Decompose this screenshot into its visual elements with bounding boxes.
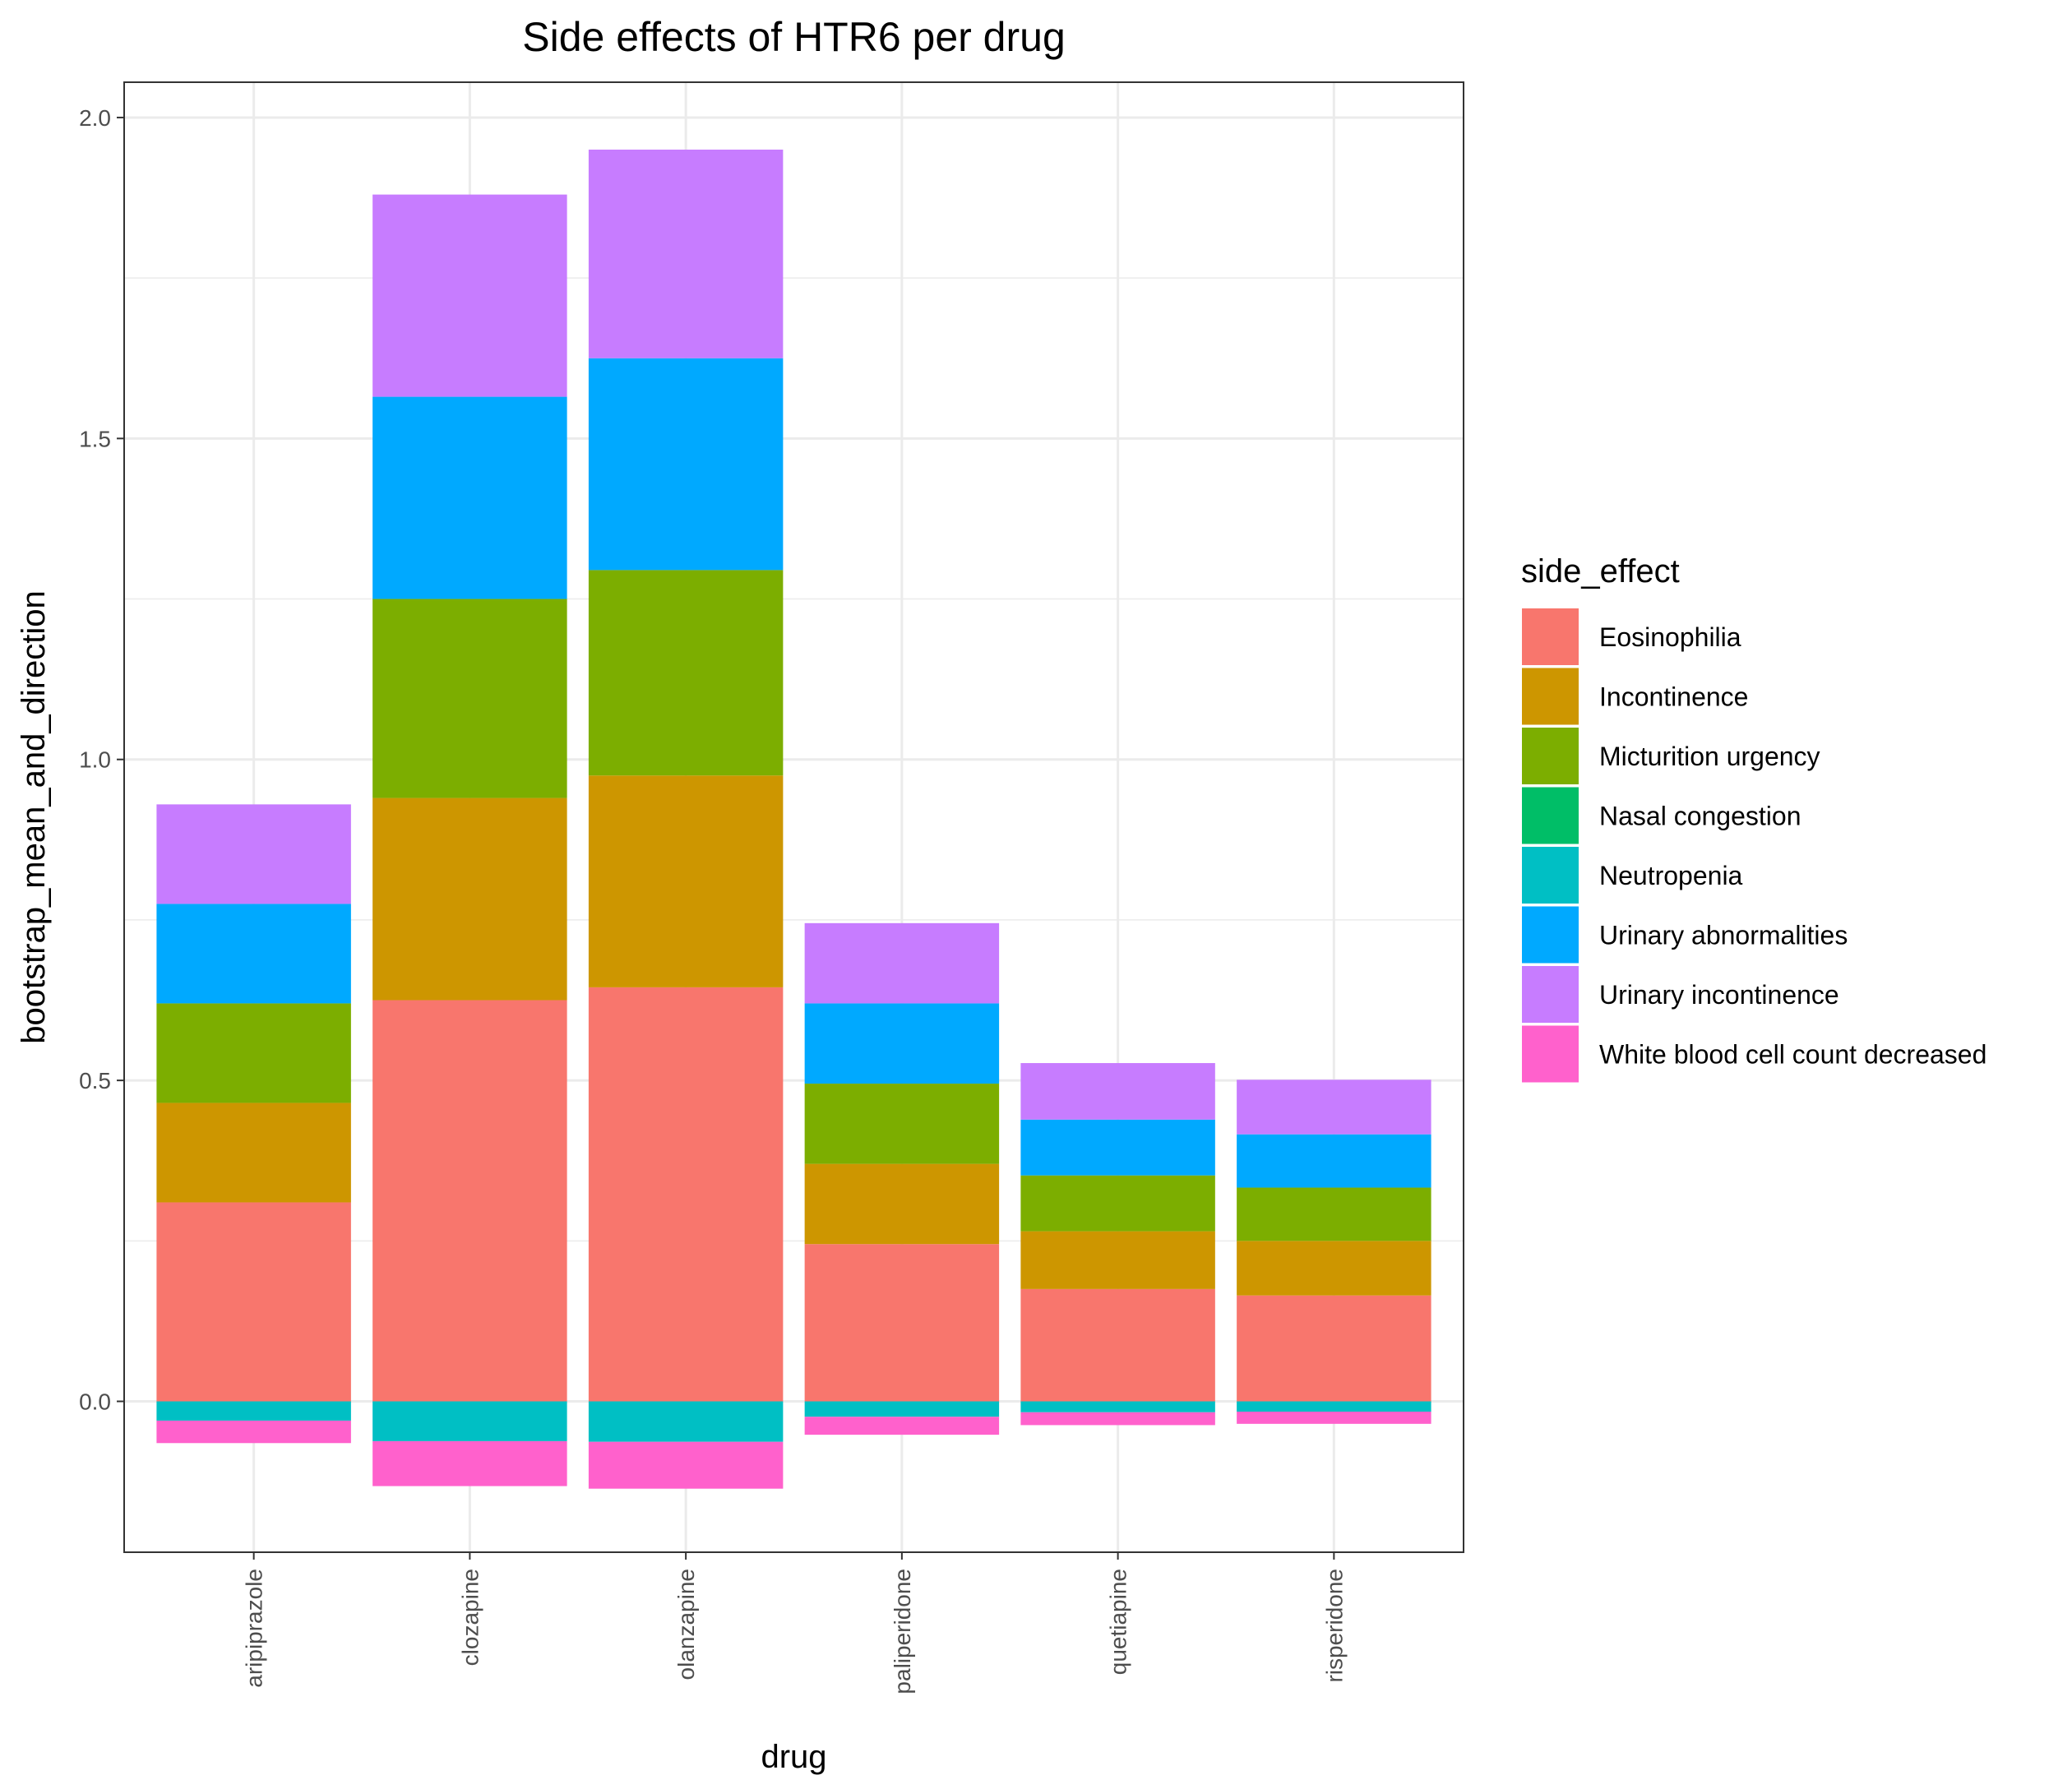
legend-key — [1522, 787, 1579, 844]
legend-key — [1522, 847, 1579, 904]
legend-label: Nasal congestion — [1599, 802, 1801, 831]
bar-segment — [588, 987, 784, 1402]
legend-label: Neutropenia — [1599, 861, 1743, 890]
legend-key — [1522, 1025, 1579, 1083]
axes: 0.0 0.5 1.0 1.5 2.0 aripiprazole clozapine olan… — [79, 105, 1347, 1694]
x-axis-title: drug — [761, 1739, 826, 1775]
bar-segment — [804, 922, 1000, 1004]
bar-segment — [1237, 1241, 1431, 1296]
legend: side_effect Eosinophilia Incontinence Mict… — [1521, 553, 1986, 1083]
bar-segment — [804, 1163, 1000, 1245]
bar-segment — [1020, 1412, 1215, 1426]
bar-segment — [1237, 1187, 1431, 1241]
legend-label: Micturition urgency — [1599, 742, 1820, 771]
bar-segment — [804, 1417, 1000, 1435]
bar-segment — [156, 1420, 351, 1444]
bar-segment — [1020, 1288, 1215, 1402]
bar-segment — [1020, 1231, 1215, 1289]
x-tick-label: quetiapine — [1106, 1569, 1131, 1675]
bar-segment — [804, 1003, 1000, 1084]
bar-segment — [156, 1401, 351, 1421]
legend-key — [1522, 966, 1579, 1023]
y-tick-label: 0.5 — [79, 1068, 111, 1093]
legend-label: Urinary abnormalities — [1599, 921, 1848, 950]
bar-segment — [1020, 1119, 1215, 1176]
bar-segment — [372, 396, 567, 599]
legend-label: White blood cell count decreased — [1599, 1040, 1986, 1070]
legend-key — [1522, 608, 1579, 665]
y-axis-title: bootstrap_mean_and_direction — [16, 590, 52, 1044]
x-tick-label: paliperidone — [890, 1569, 915, 1694]
x-tick-label: olanzapine — [673, 1569, 699, 1680]
bar-segment — [588, 1401, 784, 1442]
bar-segment — [156, 1003, 351, 1103]
bar-segment — [156, 904, 351, 1004]
y-tick-label: 2.0 — [79, 105, 111, 131]
bar-segment — [588, 358, 784, 571]
bar-segment — [588, 1441, 784, 1489]
bar-segment — [156, 1103, 351, 1203]
bar-segment — [372, 797, 567, 1001]
legend-label: Incontinence — [1599, 682, 1748, 712]
bar-segment — [372, 1440, 567, 1486]
legend-key — [1522, 728, 1579, 784]
bar-segment — [1237, 1412, 1431, 1424]
chart-title: Side effects of HTR6 per drug — [522, 14, 1066, 60]
bar-segment — [372, 194, 567, 397]
legend-title: side_effect — [1521, 553, 1680, 589]
bar-segment — [804, 1084, 1000, 1164]
bar-segment — [372, 599, 567, 798]
y-tick-label: 0.0 — [79, 1389, 111, 1415]
bar-segment — [588, 570, 784, 776]
bar-segment — [1237, 1134, 1431, 1188]
y-tick-label: 1.0 — [79, 747, 111, 773]
bar-segment — [804, 1244, 1000, 1402]
x-tick-label: risperidone — [1321, 1569, 1347, 1683]
bar-segment — [1237, 1079, 1431, 1135]
legend-key — [1522, 668, 1579, 725]
bar-segment — [1020, 1401, 1215, 1412]
x-tick-label: aripiprazole — [242, 1569, 267, 1688]
legend-label: Eosinophilia — [1599, 622, 1741, 652]
bar-segment — [156, 804, 351, 904]
bar-segment — [372, 1401, 567, 1441]
bar-segment — [1020, 1063, 1215, 1120]
x-tick-label: clozapine — [457, 1569, 483, 1666]
bar-segment — [804, 1401, 1000, 1417]
bar-segment — [372, 1000, 567, 1402]
legend-label: Urinary incontinence — [1599, 980, 1839, 1010]
legend-key — [1522, 906, 1579, 964]
bar-segment — [156, 1202, 351, 1402]
panel-border — [123, 81, 1464, 1553]
y-tick-label: 1.5 — [79, 426, 111, 451]
bar-segment — [588, 775, 784, 987]
bar-segment — [1020, 1175, 1215, 1232]
bar-segment — [1237, 1295, 1431, 1402]
bar-segment — [588, 149, 784, 358]
bar-segment — [1237, 1401, 1431, 1412]
bars — [156, 149, 1431, 1489]
